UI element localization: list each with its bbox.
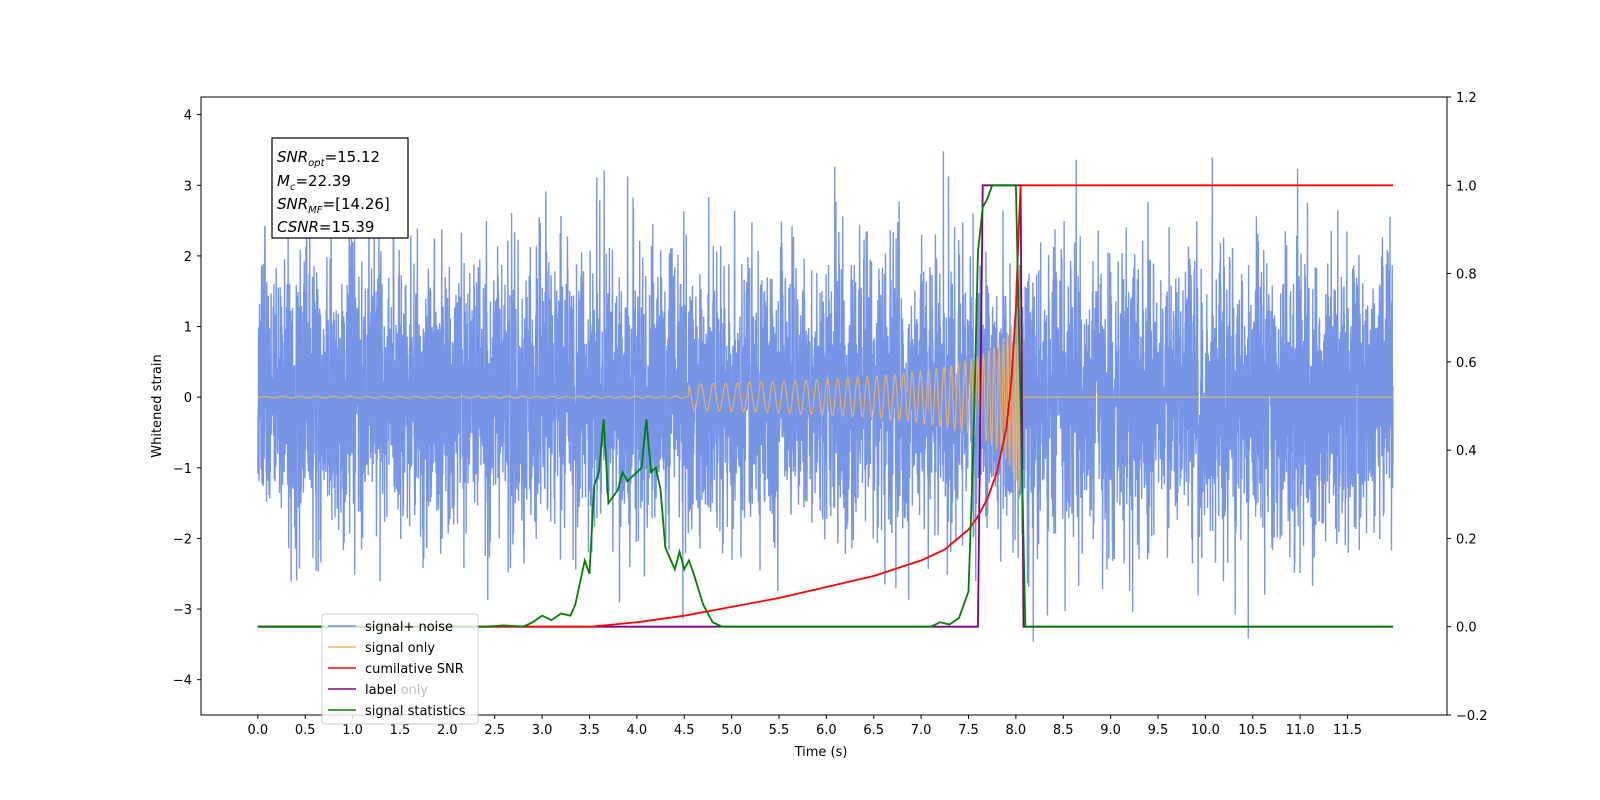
- y2-tick-label: 0.6: [1456, 356, 1477, 371]
- legend-label-hidden-entry: label only: [365, 683, 428, 698]
- y-axis-left: 4 3 2 1 0 −1 −2 −3 −4: [173, 109, 201, 689]
- x-tick-label: 0.0: [248, 723, 269, 738]
- y2-tick-label: −0.2: [1456, 709, 1488, 724]
- y-axis-label: Whitened strain: [150, 354, 165, 457]
- signal-only-line: [257, 299, 1393, 491]
- x-tick-label: 9.0: [1100, 723, 1121, 738]
- y-tick-label: −4: [173, 674, 192, 689]
- x-tick-label: 1.0: [342, 723, 363, 738]
- y-tick-label: −2: [173, 532, 192, 547]
- x-tick-label: 1.5: [390, 723, 411, 738]
- y-axis-right: 1.2 1.0 0.8 0.6 0.4 0.2 0.0 −0.2: [1447, 91, 1488, 724]
- signal-statistics-line: [257, 184, 1393, 628]
- x-tick-label: 8.5: [1053, 723, 1074, 738]
- x-tick-label: 11.5: [1333, 723, 1362, 738]
- x-tick-label: 3.5: [579, 723, 600, 738]
- right-axis-series: [257, 184, 1393, 628]
- annotation-mc: Mc=22.39: [277, 172, 351, 193]
- x-tick-label: 3.0: [532, 723, 553, 738]
- y2-tick-label: 0.8: [1456, 268, 1477, 283]
- cumulative-snr-line: [257, 184, 1393, 628]
- x-tick-label: 10.5: [1238, 723, 1267, 738]
- y2-tick-label: 0.4: [1456, 444, 1477, 459]
- x-tick-label: 5.0: [721, 723, 742, 738]
- x-tick-label: 0.5: [295, 723, 316, 738]
- y-tick-label: 4: [184, 109, 192, 124]
- x-tick-label: 2.5: [484, 723, 505, 738]
- legend-label-label: label: [365, 683, 396, 698]
- signal-noise-line: [257, 151, 1394, 642]
- legend-label-signal-only: signal only: [365, 641, 435, 656]
- y-tick-label: 0: [184, 391, 192, 406]
- annotation-box: SNRopt=15.12 Mc=22.39 SNRMF=[14.26] CSNR…: [271, 137, 409, 239]
- y2-tick-label: 1.2: [1456, 91, 1477, 106]
- x-tick-label: 6.5: [863, 723, 884, 738]
- series-signal-only: [257, 299, 1393, 491]
- y-tick-label: −1: [173, 462, 192, 477]
- x-tick-label: 6.0: [816, 723, 837, 738]
- plot-frame: [200, 96, 1448, 716]
- y2-tick-label: 0.0: [1456, 621, 1477, 636]
- x-tick-label: 10.0: [1191, 723, 1220, 738]
- y-tick-label: 3: [184, 179, 192, 194]
- x-tick-label: 8.0: [1006, 723, 1027, 738]
- legend-label-cumulative-snr: cumilative SNR: [365, 662, 464, 677]
- legend-label-signal-statistics: signal statistics: [365, 704, 466, 719]
- y2-tick-label: 1.0: [1456, 179, 1477, 194]
- legend: signal+ noise signal only cumilative SNR…: [321, 613, 479, 725]
- x-tick-label: 7.5: [958, 723, 979, 738]
- x-tick-label: 2.0: [437, 723, 458, 738]
- x-tick-label: 11.0: [1286, 723, 1315, 738]
- y-tick-label: 1: [184, 321, 192, 336]
- y-tick-label: 2: [184, 250, 192, 265]
- x-axis-label: Time (s): [794, 745, 848, 760]
- legend-frame: [321, 613, 479, 725]
- series-signal-noise: [257, 151, 1394, 642]
- annotation-frame: [271, 137, 409, 239]
- x-tick-label: 9.5: [1148, 723, 1169, 738]
- annotation-snr-opt: SNRopt=15.12: [277, 148, 380, 169]
- annotation-csnr: CSNR=15.39: [277, 218, 374, 236]
- annotation-snr-mf: SNRMF=[14.26]: [277, 195, 390, 216]
- x-axis: 0.0 0.5 1.0 1.5 2.0 2.5 3.0 3.5 4.0 4.5 5.0 5.5 6.0 6…: [248, 715, 1362, 738]
- x-tick-label: 5.5: [769, 723, 790, 738]
- y-tick-label: −3: [173, 603, 192, 618]
- x-tick-label: 7.0: [911, 723, 932, 738]
- legend-label-signal-noise: signal+ noise: [365, 620, 453, 635]
- y2-tick-label: 0.2: [1456, 532, 1477, 547]
- x-tick-label: 4.0: [627, 723, 648, 738]
- x-tick-label: 4.5: [674, 723, 695, 738]
